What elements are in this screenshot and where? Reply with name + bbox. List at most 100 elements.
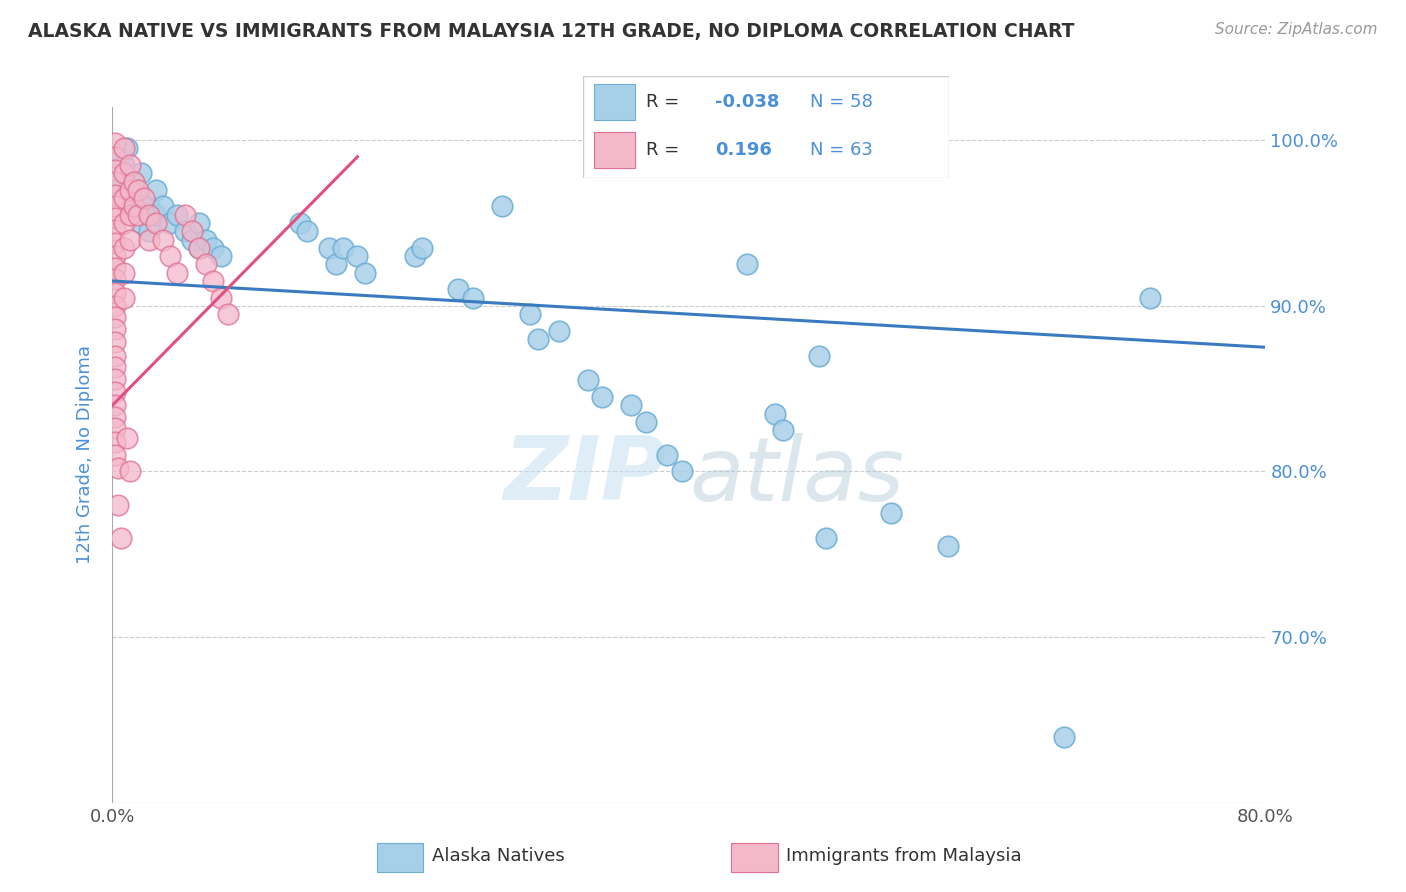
Point xyxy=(104,434,127,449)
Point xyxy=(112,266,135,280)
Text: Alaska Natives: Alaska Natives xyxy=(432,847,564,865)
FancyBboxPatch shape xyxy=(595,84,634,120)
Point xyxy=(118,158,141,172)
Text: atlas: atlas xyxy=(689,433,904,519)
Point xyxy=(104,285,127,300)
Text: -0.038: -0.038 xyxy=(716,93,779,111)
Point xyxy=(936,539,959,553)
Point xyxy=(104,199,127,213)
Point xyxy=(1052,730,1074,744)
Point xyxy=(209,249,232,263)
Point xyxy=(188,216,211,230)
Point xyxy=(129,191,153,205)
Point xyxy=(127,208,149,222)
Point xyxy=(325,257,347,271)
Point xyxy=(880,506,903,520)
Point xyxy=(104,360,127,375)
Point xyxy=(104,187,127,202)
Point xyxy=(112,216,135,230)
Point xyxy=(188,241,211,255)
Point xyxy=(288,216,311,230)
Point xyxy=(104,299,127,313)
Point xyxy=(138,233,160,247)
Point xyxy=(110,531,132,545)
Point xyxy=(180,224,202,238)
Point xyxy=(634,415,657,429)
FancyBboxPatch shape xyxy=(583,76,949,178)
Point xyxy=(332,241,354,255)
Point xyxy=(657,448,679,462)
Point xyxy=(807,349,830,363)
Point xyxy=(112,291,135,305)
Point xyxy=(152,199,174,213)
Point xyxy=(548,324,571,338)
Point xyxy=(122,175,145,189)
Point xyxy=(118,465,141,479)
Text: R =: R = xyxy=(645,93,685,111)
Point xyxy=(112,191,135,205)
Point xyxy=(188,241,211,255)
Text: ZIP: ZIP xyxy=(503,433,666,519)
FancyBboxPatch shape xyxy=(595,132,634,168)
Point xyxy=(129,216,153,230)
Point xyxy=(209,291,232,305)
Point xyxy=(108,175,131,189)
Point xyxy=(112,241,135,255)
Point xyxy=(104,150,127,164)
Point xyxy=(1139,291,1161,305)
Point xyxy=(129,166,153,180)
Point xyxy=(765,407,787,421)
Point xyxy=(411,241,433,255)
Point xyxy=(104,235,127,250)
Text: 0.196: 0.196 xyxy=(716,141,772,159)
Point xyxy=(104,163,127,178)
Point xyxy=(152,233,174,247)
Point xyxy=(173,208,195,222)
Point xyxy=(107,498,129,512)
Point xyxy=(118,208,141,222)
Point xyxy=(112,141,135,155)
Point xyxy=(104,175,127,189)
Point xyxy=(104,136,127,151)
Point xyxy=(104,310,127,325)
Point xyxy=(145,208,167,222)
Text: Immigrants from Malaysia: Immigrants from Malaysia xyxy=(786,847,1022,865)
Point xyxy=(108,150,131,164)
Point xyxy=(118,183,141,197)
Point xyxy=(122,199,145,213)
Point xyxy=(115,431,138,445)
Text: R =: R = xyxy=(645,141,685,159)
Point xyxy=(195,233,218,247)
Point xyxy=(318,241,340,255)
Point xyxy=(138,224,160,238)
Point xyxy=(295,224,318,238)
Point xyxy=(217,307,239,321)
Point xyxy=(104,421,127,435)
Point xyxy=(104,448,127,462)
FancyBboxPatch shape xyxy=(731,843,778,872)
Text: ALASKA NATIVE VS IMMIGRANTS FROM MALAYSIA 12TH GRADE, NO DIPLOMA CORRELATION CHA: ALASKA NATIVE VS IMMIGRANTS FROM MALAYSI… xyxy=(28,22,1074,41)
Point xyxy=(138,199,160,213)
Point xyxy=(104,349,127,363)
Point xyxy=(404,249,426,263)
Point xyxy=(159,216,181,230)
Point xyxy=(122,199,145,213)
Point xyxy=(447,282,470,296)
Point xyxy=(173,224,195,238)
Point xyxy=(346,249,368,263)
Point xyxy=(104,409,127,424)
Point xyxy=(104,211,127,225)
Point xyxy=(112,166,135,180)
Point xyxy=(353,266,375,280)
Point xyxy=(115,141,138,155)
Point xyxy=(112,158,135,172)
Point xyxy=(104,322,127,336)
Point xyxy=(115,183,138,197)
Point xyxy=(814,531,837,545)
Point xyxy=(159,249,181,263)
Point xyxy=(180,233,202,247)
Point xyxy=(104,384,127,399)
Point xyxy=(461,291,484,305)
Text: Source: ZipAtlas.com: Source: ZipAtlas.com xyxy=(1215,22,1378,37)
Point xyxy=(118,233,141,247)
